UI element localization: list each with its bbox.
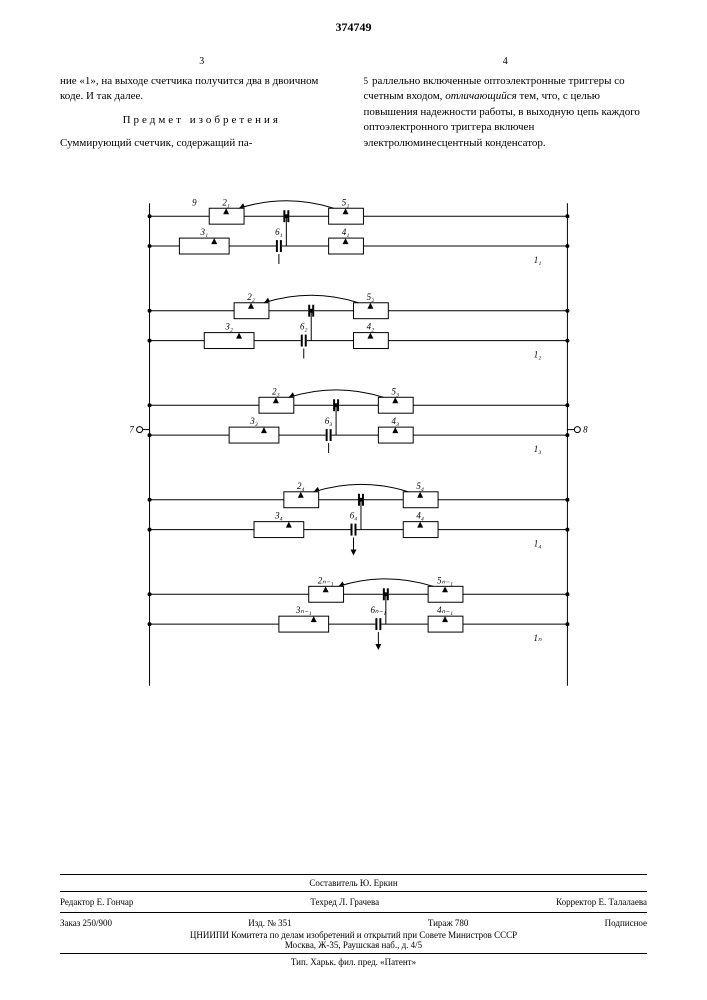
footer-address: Москва, Ж-35, Раушская наб., д. 4/5: [60, 940, 647, 950]
footer: Составитель Ю. Еркин Редактор Е. Гончар …: [60, 874, 647, 970]
left-text-2: Суммирующий счетчик, содержащий па-: [60, 136, 344, 151]
left-column: 3 ние «1», на выходе счетчика получится …: [60, 55, 344, 152]
right-column: 4 5раллельно включенные оптоэлектронные …: [364, 55, 648, 152]
document-number: 374749: [60, 20, 647, 35]
footer-editor: Редактор Е. Гончар: [60, 897, 133, 907]
svg-text:4₃: 4₃: [391, 416, 399, 426]
circuit-diagram: 7 8 9 2₁ 5₁ 3₁ 6₁ 4₁ 1₁ 2₂ 5₂ 3₂ 6₂ 4₂ 1₂ 2₃ 5₃ 3₃ 6₃ 4₃ 1₃ 2…: [60, 172, 647, 732]
svg-text:1₁: 1₁: [534, 255, 542, 265]
svg-text:5₃: 5₃: [391, 386, 399, 396]
svg-text:8: 8: [583, 424, 588, 434]
svg-text:1₃: 1₃: [534, 444, 542, 454]
svg-text:3₃: 3₃: [249, 416, 258, 426]
svg-text:4₁: 4₁: [342, 227, 350, 237]
svg-text:2₃: 2₃: [272, 386, 280, 396]
col-number-left: 3: [60, 55, 344, 69]
footer-compiler: Составитель Ю. Еркин: [60, 874, 647, 891]
footer-corrector: Корректор Е. Талалаева: [556, 897, 647, 907]
svg-text:2ₙ₋₁: 2ₙ₋₁: [318, 575, 334, 585]
footer-institution: ЦНИИПИ Комитета по делам изобретений и о…: [60, 930, 647, 940]
subject-heading: Предмет изобретения: [60, 113, 344, 128]
left-text-1: ние «1», на выходе счетчика получится дв…: [60, 74, 344, 105]
svg-text:5ₙ₋₁: 5ₙ₋₁: [437, 575, 453, 585]
svg-text:6₃: 6₃: [325, 416, 333, 426]
svg-text:4ₙ₋₁: 4ₙ₋₁: [437, 605, 453, 615]
svg-text:3ₙ₋₁: 3ₙ₋₁: [295, 605, 312, 615]
svg-text:2₄: 2₄: [297, 480, 305, 490]
svg-text:3₄: 3₄: [274, 510, 283, 520]
svg-text:2₂: 2₂: [247, 291, 255, 301]
svg-text:1₄: 1₄: [534, 538, 542, 548]
footer-tech-editor: Техред Л. Грачева: [310, 897, 379, 907]
footer-order: Заказ 250/900: [60, 918, 112, 928]
col-number-right: 4: [364, 55, 648, 69]
svg-text:3₁: 3₁: [199, 227, 208, 237]
svg-text:5₁: 5₁: [342, 197, 350, 207]
svg-text:1ₙ: 1ₙ: [534, 633, 542, 643]
svg-text:5₂: 5₂: [367, 291, 375, 301]
svg-text:7: 7: [129, 424, 134, 434]
right-text: 5раллельно включенные оптоэлектронные тр…: [364, 74, 648, 151]
svg-text:9: 9: [192, 197, 197, 207]
svg-text:6₄: 6₄: [350, 510, 358, 520]
svg-text:4₄: 4₄: [416, 510, 424, 520]
svg-text:1₂: 1₂: [534, 349, 542, 359]
svg-text:6₂: 6₂: [300, 321, 308, 331]
footer-circulation: Тираж 780: [428, 918, 469, 928]
svg-text:5₄: 5₄: [416, 480, 424, 490]
footer-edition: Изд. № 351: [248, 918, 291, 928]
svg-text:4₂: 4₂: [367, 321, 375, 331]
svg-text:6ₙ₋₁: 6ₙ₋₁: [370, 605, 386, 615]
text-columns: 3 ние «1», на выходе счетчика получится …: [60, 55, 647, 152]
svg-text:6₁: 6₁: [275, 227, 283, 237]
svg-text:3₂: 3₂: [224, 321, 233, 331]
footer-subscription: Подписное: [605, 918, 647, 928]
circuit-svg: 7 8 9 2₁ 5₁ 3₁ 6₁ 4₁ 1₁ 2₂ 5₂ 3₂ 6₂ 4₂ 1₂ 2₃ 5₃ 3₃ 6₃ 4₃ 1₃ 2…: [60, 172, 647, 732]
svg-text:2₁: 2₁: [222, 197, 230, 207]
footer-printer: Тип. Харьк. фил. пред. «Патент»: [60, 953, 647, 970]
